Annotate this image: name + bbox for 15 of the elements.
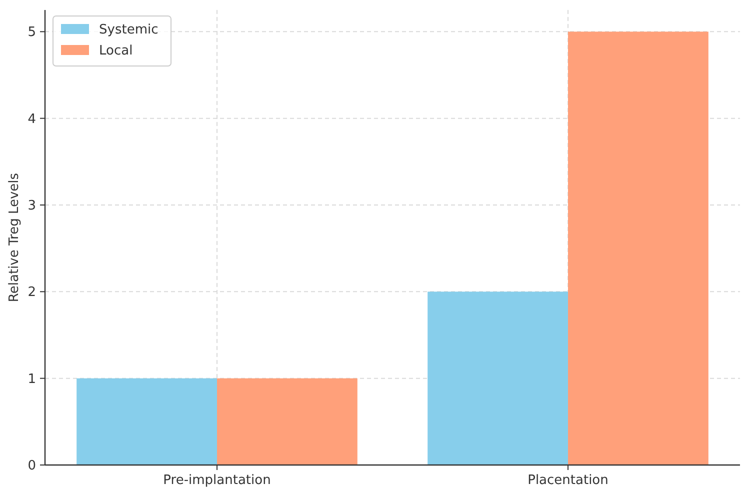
- x-tick-label: Placentation: [528, 473, 608, 488]
- bar: [216, 378, 358, 465]
- y-tick-label: 1: [28, 372, 36, 387]
- bar: [428, 292, 568, 465]
- legend-label: Systemic: [99, 22, 158, 38]
- bar: [568, 32, 708, 465]
- legend-label: Local: [99, 44, 133, 59]
- y-tick-label: 5: [28, 25, 36, 40]
- y-tick-label: 3: [28, 198, 36, 214]
- x-tick-label: Pre-implantation: [163, 473, 271, 488]
- y-tick-label: 2: [28, 285, 36, 300]
- bar: [76, 378, 217, 465]
- y-tick-label: 0: [28, 458, 36, 474]
- y-axis-title: Relative Treg Levels: [7, 172, 22, 302]
- y-tick-label: 4: [28, 112, 36, 127]
